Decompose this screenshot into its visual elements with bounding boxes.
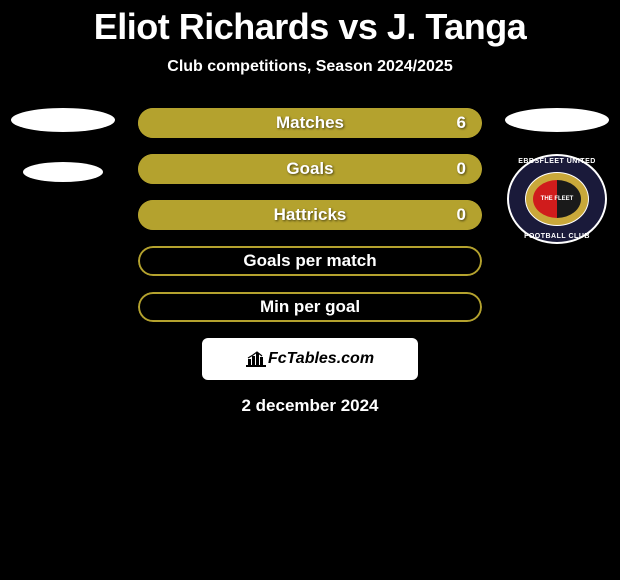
footer-attribution: FcTables.com: [202, 338, 418, 380]
stat-value-right: 0: [457, 205, 466, 225]
bar-chart-icon: [246, 351, 266, 367]
club-badge-placeholder: [23, 162, 103, 182]
club-badge-ebbsfleet: EBBSFLEET UNITED THE FLEET FOOTBALL CLUB: [507, 154, 607, 244]
footer-brand-text: FcTables.com: [268, 350, 374, 368]
badge-text-mid: THE FLEET: [507, 196, 607, 202]
stats-bars: Matches 6 Goals 0 Hattricks 0 Goals per match M…: [138, 108, 482, 338]
stat-value-right: 6: [457, 113, 466, 133]
stat-bar: Goals 0: [138, 154, 482, 184]
stat-value-right: 0: [457, 159, 466, 179]
comparison-card: Eliot Richards vs J. Tanga Club competit…: [0, 0, 620, 76]
subtitle: Club competitions, Season 2024/2025: [0, 58, 620, 76]
date-text: 2 december 2024: [0, 396, 620, 416]
left-player-col: [8, 108, 118, 212]
player-avatar-placeholder: [11, 108, 115, 132]
badge-text-bot: FOOTBALL CLUB: [507, 233, 607, 240]
stat-label: Hattricks: [274, 205, 347, 225]
stat-bar: Min per goal: [138, 292, 482, 322]
stat-label: Matches: [276, 113, 344, 133]
right-player-col: EBBSFLEET UNITED THE FLEET FOOTBALL CLUB: [502, 108, 612, 244]
stat-bar: Matches 6: [138, 108, 482, 138]
fctables-logo: FcTables.com: [246, 350, 374, 368]
stat-label: Goals: [286, 159, 333, 179]
player-avatar-placeholder: [505, 108, 609, 132]
stat-label: Min per goal: [260, 297, 360, 317]
page-title: Eliot Richards vs J. Tanga: [0, 6, 620, 48]
stat-bar: Hattricks 0: [138, 200, 482, 230]
badge-text-top: EBBSFLEET UNITED: [507, 158, 607, 165]
stat-bar: Goals per match: [138, 246, 482, 276]
stat-label: Goals per match: [243, 251, 376, 271]
